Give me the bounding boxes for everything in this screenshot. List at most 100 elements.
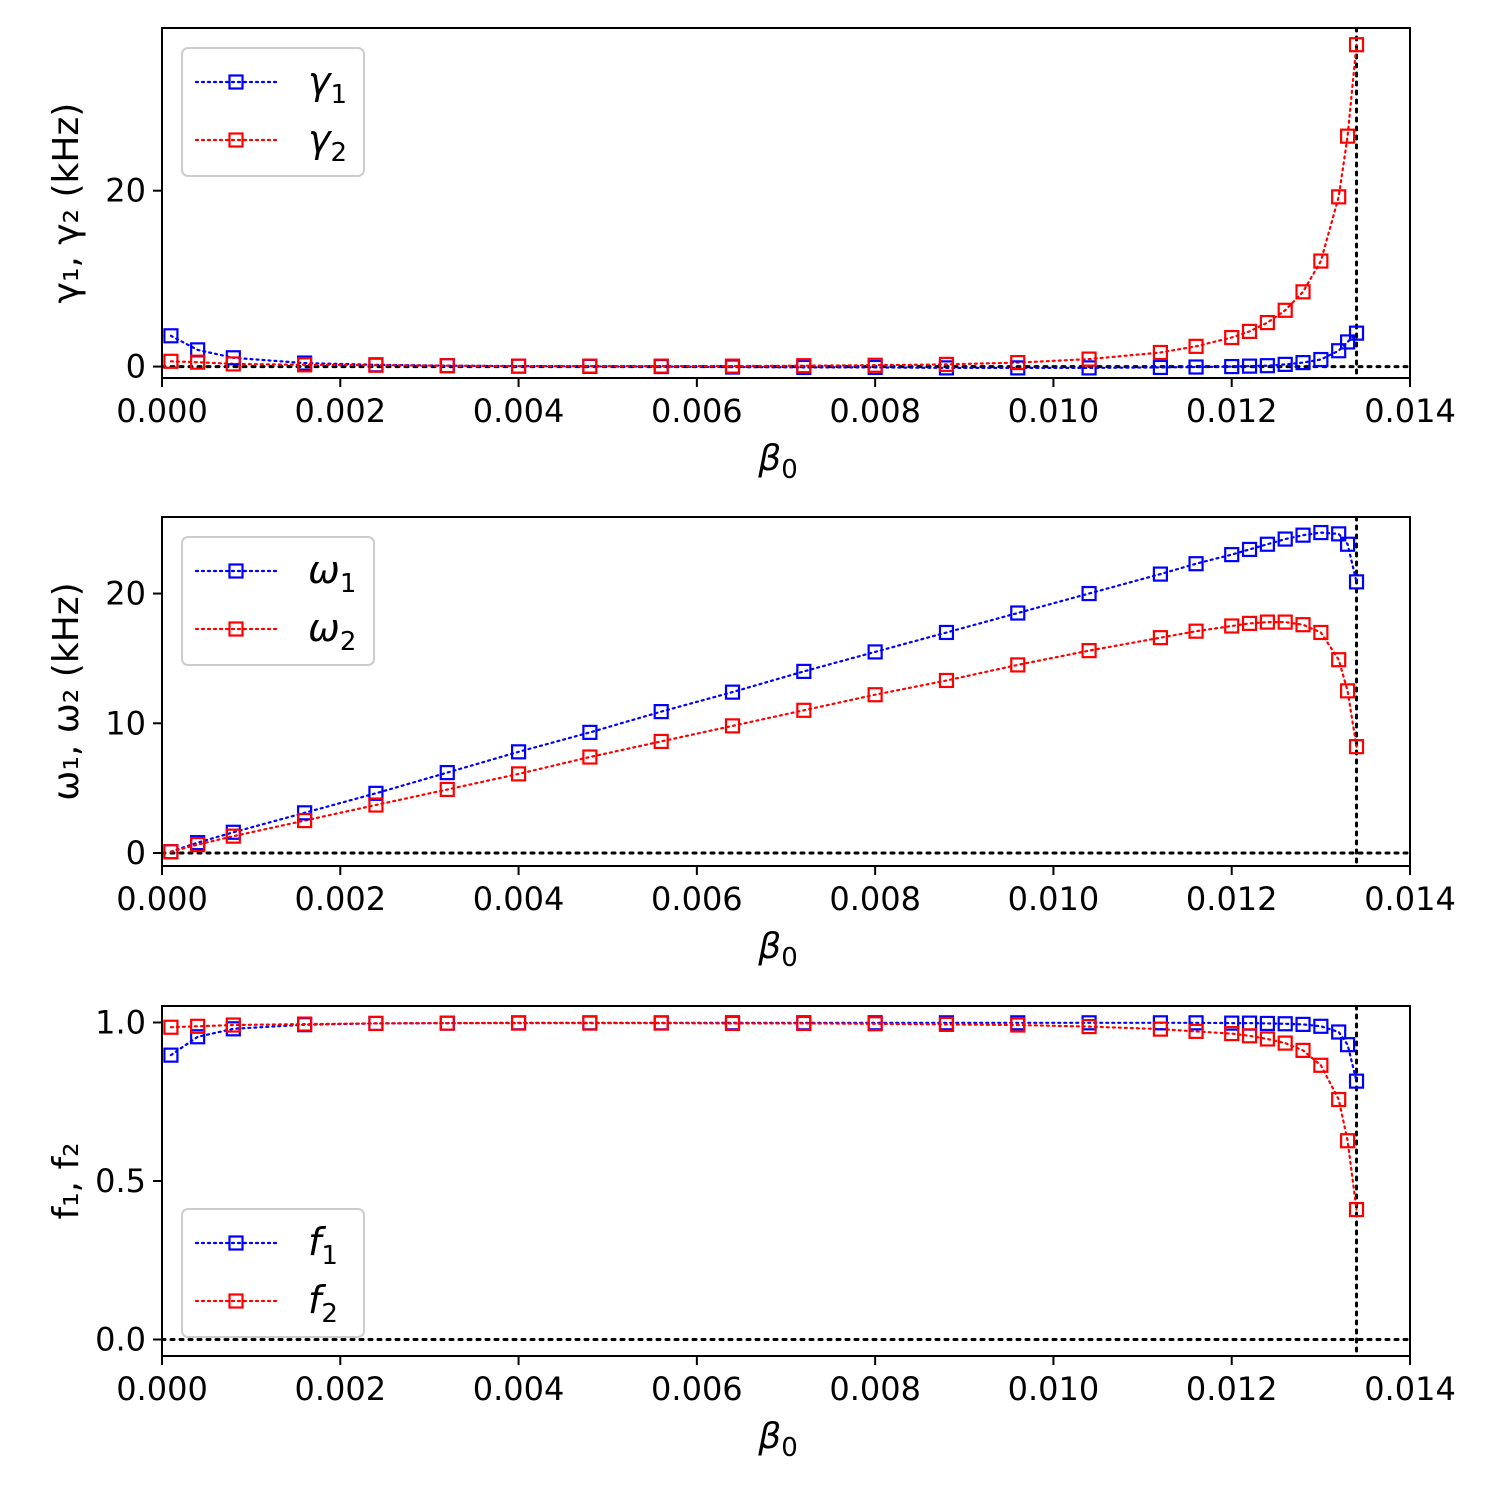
data-point-ω2 — [1295, 617, 1311, 633]
data-point-ω1 — [1152, 566, 1169, 582]
plot-area — [162, 1006, 1410, 1356]
y-tick-label: 0 — [126, 834, 146, 872]
data-point-f1 — [1259, 1015, 1275, 1032]
data-point-ω2 — [1241, 615, 1258, 631]
data-point-γ2 — [1331, 189, 1347, 205]
y-axis-label: f₁, f₂ — [46, 1142, 87, 1219]
data-point-f1 — [190, 1029, 206, 1045]
series-line-f1 — [169, 1021, 1358, 1083]
data-point-f2 — [653, 1015, 669, 1031]
x-tick-label: 0.010 — [1008, 880, 1100, 918]
y-tick-label: 0.5 — [95, 1162, 146, 1200]
data-point-γ1 — [1348, 325, 1365, 341]
data-point-ω2 — [1259, 614, 1275, 630]
series-line-ω2 — [169, 620, 1358, 853]
legend-marker — [228, 621, 244, 637]
data-point-f2 — [439, 1015, 455, 1031]
legend-label: γ1 — [308, 59, 347, 110]
y-tick-label: 0 — [126, 348, 146, 386]
data-point-ω2 — [582, 749, 598, 765]
data-point-ω2 — [1331, 652, 1347, 668]
data-point-f2 — [796, 1015, 812, 1032]
data-point-γ1 — [1277, 356, 1293, 372]
data-point-ω2 — [1081, 643, 1097, 659]
data-point-γ2 — [1188, 338, 1204, 354]
data-point-f2 — [1259, 1031, 1275, 1047]
data-point-ω1 — [1313, 524, 1329, 541]
legend-marker — [228, 1235, 244, 1251]
data-point-γ2 — [1152, 344, 1169, 361]
data-point-f2 — [1348, 1201, 1365, 1218]
x-axis-label: β0 — [757, 926, 798, 973]
x-tick-label: 0.004 — [473, 880, 565, 918]
data-point-f2 — [1081, 1019, 1097, 1035]
x-tick-label: 0.012 — [1186, 1370, 1278, 1408]
data-point-ω2 — [368, 797, 384, 813]
x-tick-label: 0.008 — [829, 392, 921, 430]
data-point-γ1 — [1339, 334, 1356, 350]
data-point-ω1 — [1339, 536, 1356, 552]
fraction-panel: 0.000 0.002 0.004 0.006 0.008 0.010 0.012 0.014… — [46, 1003, 1456, 1463]
data-point-ω1 — [724, 684, 741, 700]
data-point-ω2 — [190, 836, 206, 853]
x-tick-label: 0.000 — [116, 392, 208, 430]
plot-area — [162, 517, 1410, 866]
data-point-γ2 — [1313, 253, 1329, 269]
data-point-γ2 — [439, 358, 455, 374]
legend-marker — [228, 563, 244, 579]
data-point-ω2 — [510, 766, 527, 782]
data-point-f2 — [938, 1016, 955, 1032]
x-axis-label: β0 — [757, 438, 798, 485]
data-point-γ2 — [1259, 314, 1275, 331]
x-tick-label: 0.004 — [473, 392, 565, 430]
x-tick-label: 0.006 — [651, 880, 743, 918]
legend-box — [181, 47, 365, 177]
data-point-γ2 — [190, 354, 206, 370]
data-point-ω2 — [867, 687, 883, 703]
data-point-ω2 — [1313, 624, 1329, 641]
data-point-ω2 — [1339, 683, 1356, 699]
data-point-γ2 — [1241, 323, 1258, 339]
data-point-f2 — [1010, 1017, 1026, 1033]
series-line-ω1 — [169, 531, 1358, 853]
data-point-f1 — [1188, 1015, 1204, 1031]
data-point-ω1 — [1277, 531, 1293, 547]
data-point-ω2 — [938, 672, 955, 689]
x-tick-label: 0.006 — [651, 392, 743, 430]
data-point-f1 — [1295, 1016, 1311, 1032]
data-point-γ1 — [1152, 359, 1169, 376]
data-point-ω1 — [1224, 547, 1240, 563]
data-point-γ1 — [163, 328, 179, 344]
data-point-γ2 — [582, 358, 598, 374]
data-point-γ2 — [867, 357, 883, 373]
data-point-γ2 — [724, 358, 741, 374]
x-tick-label: 0.012 — [1186, 392, 1278, 430]
data-point-ω1 — [297, 805, 313, 821]
x-axis-label: β0 — [757, 1416, 798, 1463]
data-point-ω1 — [368, 785, 384, 801]
data-point-ω1 — [1259, 536, 1275, 552]
data-point-γ1 — [1188, 359, 1204, 375]
data-point-f1 — [1339, 1037, 1356, 1053]
x-tick-label: 0.010 — [1008, 392, 1100, 430]
data-point-ω1 — [510, 744, 527, 760]
data-point-γ2 — [510, 358, 527, 374]
legend-label: ω1 — [308, 548, 356, 599]
x-tick-label: 0.002 — [294, 392, 386, 430]
data-point-ω2 — [1224, 618, 1240, 634]
data-point-ω1 — [1295, 527, 1311, 543]
x-tick-label: 0.000 — [116, 1370, 208, 1408]
x-tick-label: 0.002 — [294, 1370, 386, 1408]
data-point-γ2 — [368, 357, 384, 373]
data-point-ω2 — [163, 844, 179, 860]
legend-marker — [228, 132, 244, 148]
data-point-f2 — [225, 1017, 241, 1033]
data-point-f2 — [510, 1015, 527, 1031]
x-tick-label: 0.008 — [829, 1370, 921, 1408]
data-point-ω1 — [582, 724, 598, 740]
data-point-f2 — [297, 1016, 313, 1032]
data-point-ω1 — [1081, 585, 1097, 602]
data-point-ω2 — [1277, 614, 1293, 630]
data-point-ω2 — [796, 702, 812, 718]
